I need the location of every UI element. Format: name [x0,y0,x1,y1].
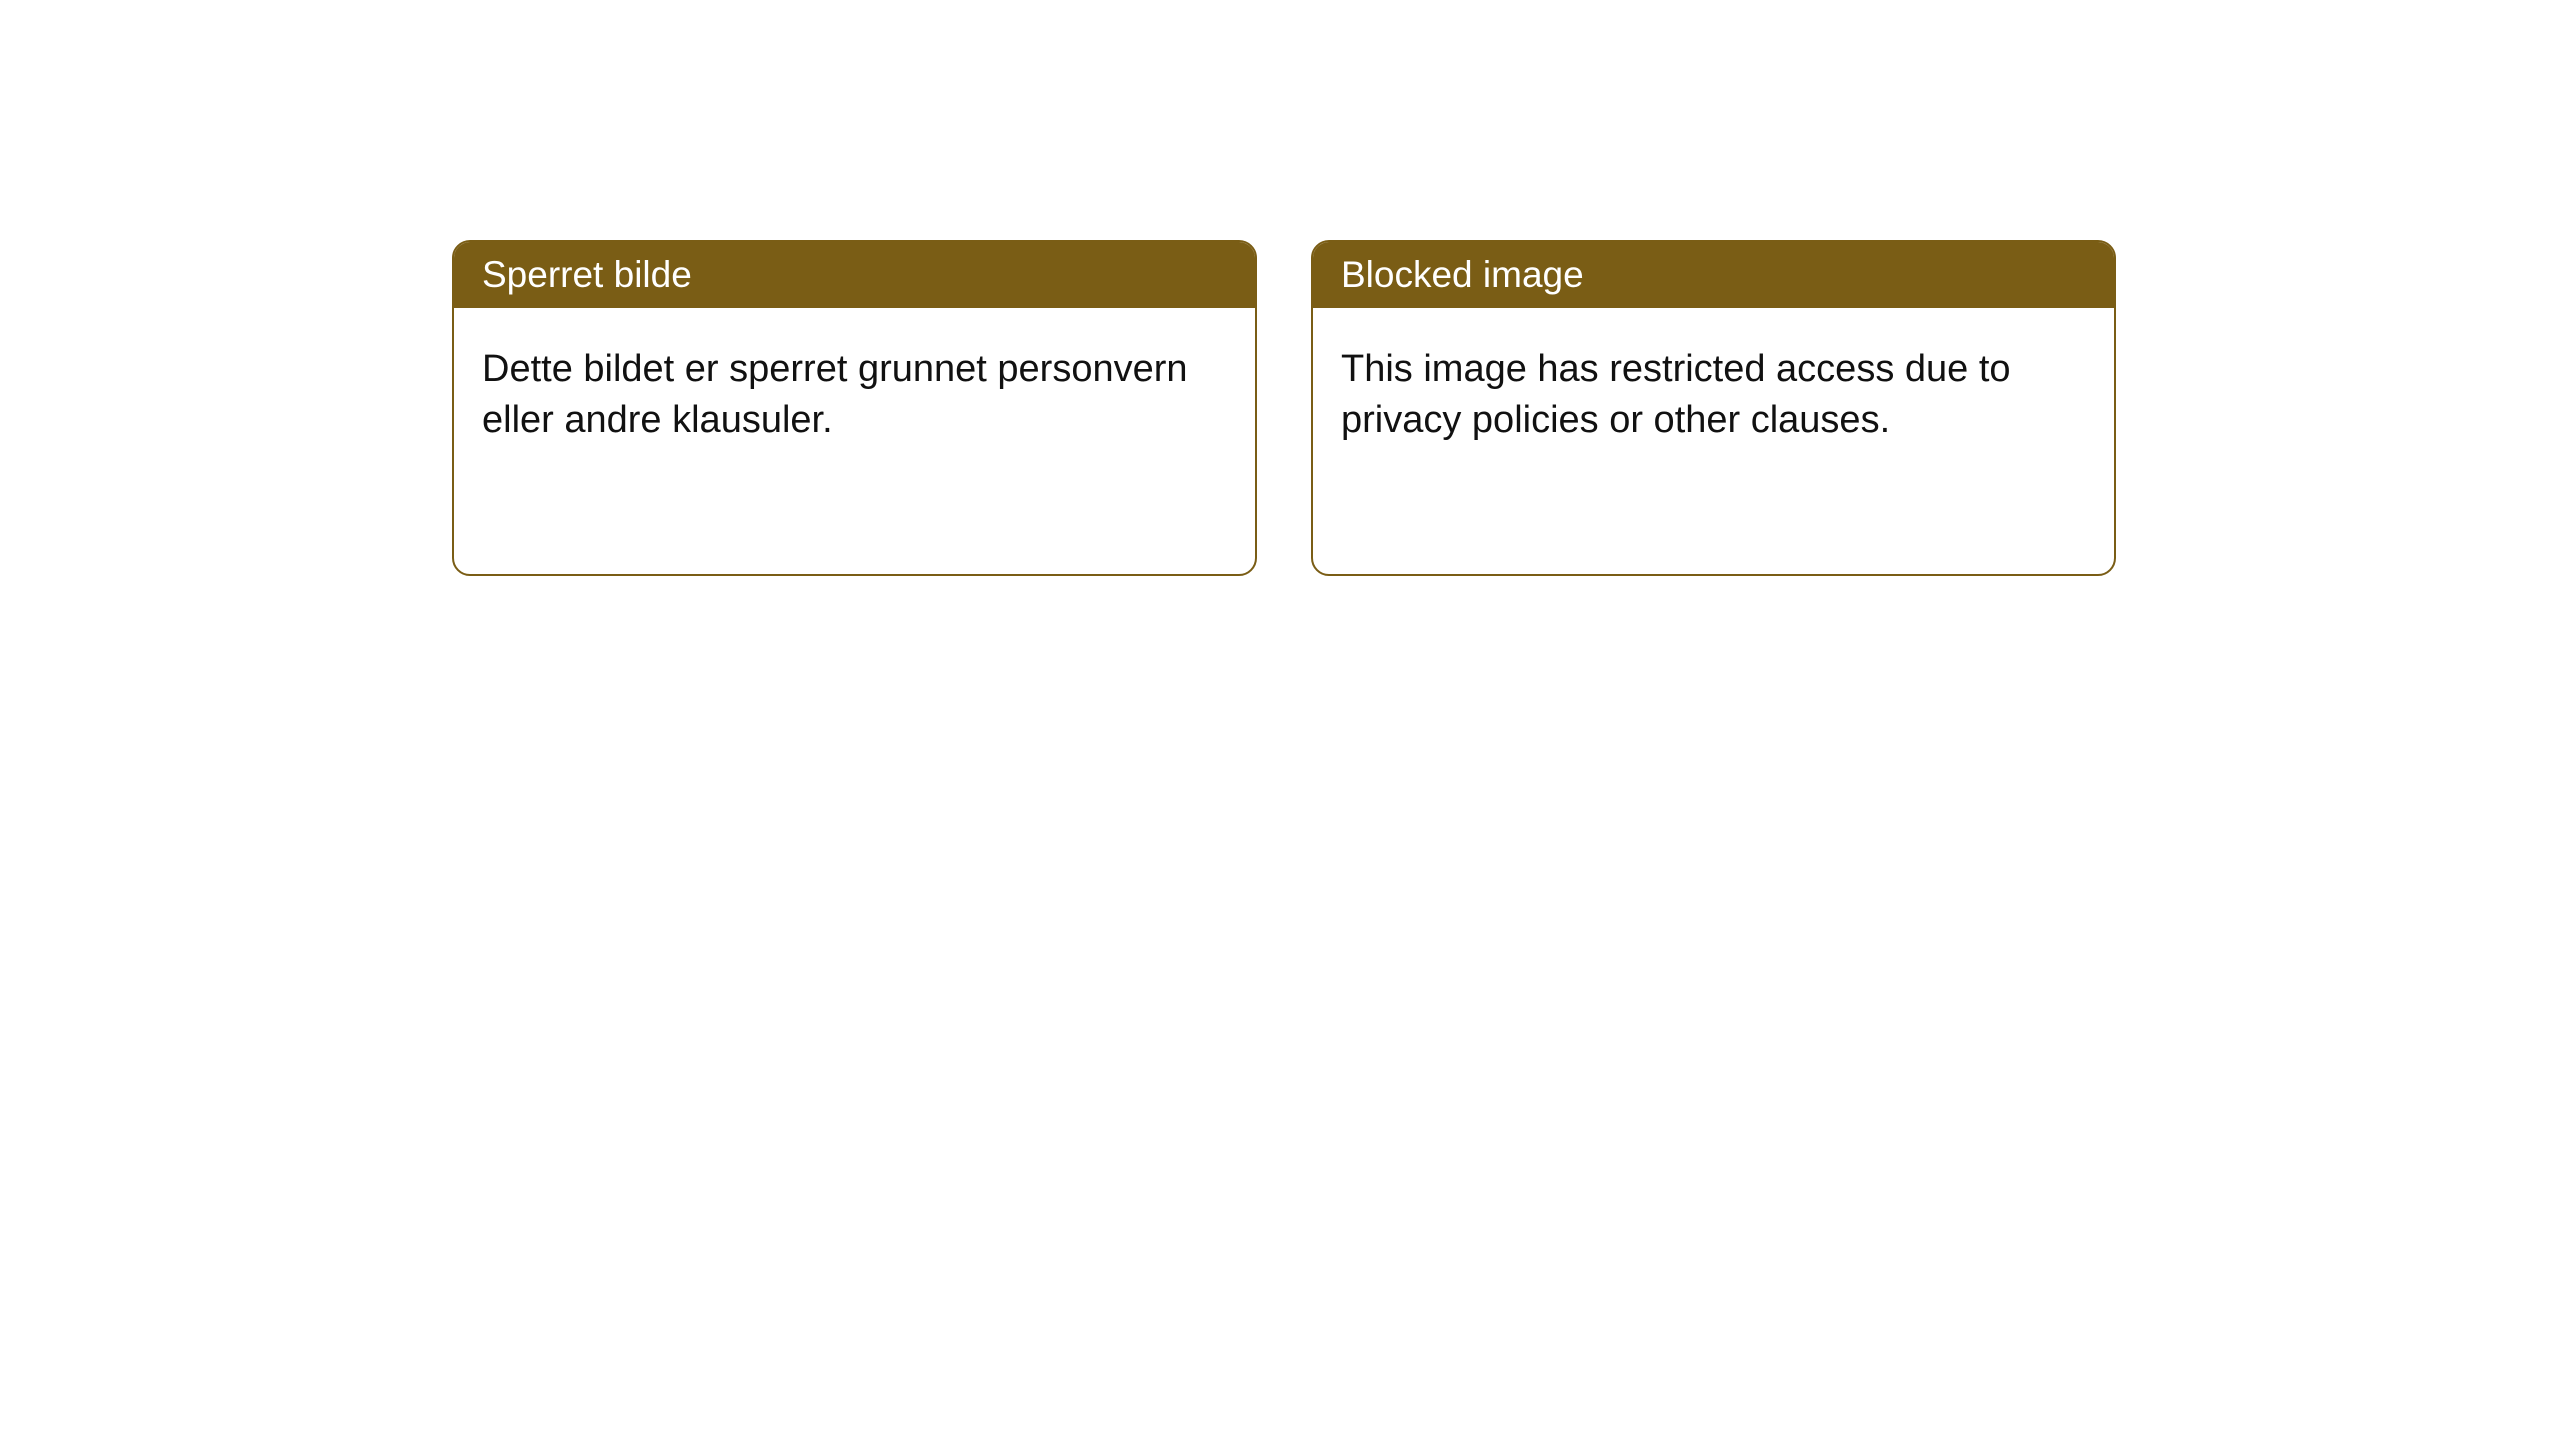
notice-card-title: Sperret bilde [454,242,1255,308]
notice-container: Sperret bilde Dette bildet er sperret gr… [0,0,2560,576]
notice-card-body: Dette bildet er sperret grunnet personve… [454,308,1255,483]
notice-card-english: Blocked image This image has restricted … [1311,240,2116,576]
notice-card-body: This image has restricted access due to … [1313,308,2114,483]
notice-card-title: Blocked image [1313,242,2114,308]
notice-card-norwegian: Sperret bilde Dette bildet er sperret gr… [452,240,1257,576]
